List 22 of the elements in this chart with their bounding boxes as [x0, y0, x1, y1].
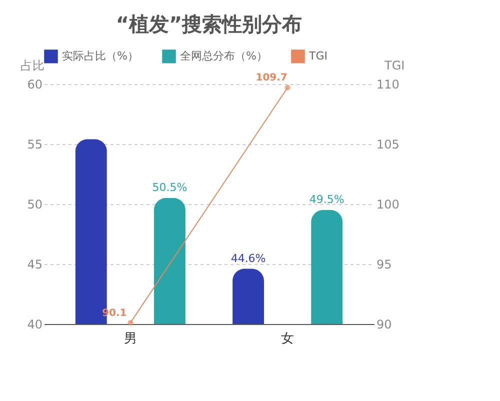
legend-label: 实际占比（%）: [62, 49, 138, 62]
y-tick-label: 55: [27, 138, 42, 152]
x-tick-label: 女: [281, 332, 294, 346]
legend-label: TGI: [308, 49, 328, 62]
y2-tick-label: 105: [376, 138, 400, 152]
x-tick-label: 男: [124, 332, 137, 346]
legend-label: 全网总分布（%）: [180, 49, 268, 62]
data-label: 49.5%: [309, 193, 344, 206]
y2-tick-label: 100: [376, 198, 400, 212]
data-label: 109.7: [256, 72, 288, 84]
data-label: 50.5%: [152, 181, 188, 194]
y2-axis-title: TGI: [384, 58, 405, 72]
chart-title: “植发”搜索性别分布: [116, 12, 302, 36]
y-tick-label: 60: [27, 78, 42, 92]
y2-tick-label: 110: [376, 78, 400, 92]
y2-tick-label: 95: [376, 258, 392, 272]
y-tick-label: 50: [27, 198, 42, 212]
y-tick-label: 45: [27, 258, 42, 272]
y2-tick-label: 90: [376, 318, 392, 332]
data-label: 44.6%: [230, 252, 266, 265]
y-axis-title: 占比: [20, 58, 44, 72]
y-tick-label: 40: [27, 318, 42, 332]
